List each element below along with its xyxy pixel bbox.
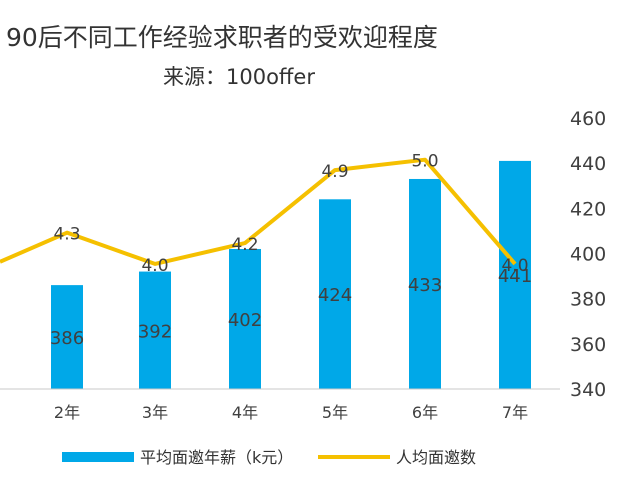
line-value-label: 4.9 — [321, 162, 348, 182]
bar-value-label: 392 — [138, 321, 172, 342]
bar-3年 — [139, 271, 171, 389]
legend-bar-swatch — [62, 452, 134, 462]
bar-value-label: 433 — [408, 275, 442, 296]
line-value-label: 4.0 — [501, 256, 528, 276]
x-tick-label: 7年 — [502, 403, 528, 422]
y-tick-label: 460 — [570, 108, 606, 130]
line-value-label: 4.0 — [141, 256, 168, 276]
bar-4年 — [229, 248, 261, 389]
x-tick-label: 4年 — [232, 403, 258, 422]
x-tick-label: 6年 — [412, 403, 438, 422]
x-tick-label: 5年 — [322, 403, 348, 422]
bar-data-labels: 386 392 402 424 433 441 — [50, 266, 532, 349]
y-tick-label: 340 — [570, 379, 606, 401]
bar-5年 — [319, 199, 351, 389]
bar-value-label: 386 — [50, 328, 84, 349]
bar-2年 — [51, 285, 83, 389]
y-tick-label: 360 — [570, 334, 606, 356]
chart-title: 90后不同工作经验求职者的受欢迎程度 — [6, 23, 438, 52]
line-value-label: 4.2 — [231, 235, 258, 255]
legend-bar-label: 平均面邀年薪（k元） — [140, 448, 293, 467]
chart-subtitle: 来源：100offer — [163, 65, 315, 89]
line-value-label: 4.3 — [53, 225, 80, 245]
legend-line-label: 人均面邀数 — [396, 448, 476, 467]
y-tick-label: 440 — [570, 153, 606, 175]
x-axis-ticks: 2年 3年 4年 5年 6年 7年 — [54, 403, 528, 422]
bar-value-label: 402 — [228, 310, 262, 331]
bar-7年 — [499, 160, 531, 389]
bar-6年 — [409, 178, 441, 389]
line-data-labels: 4.3 4.0 4.2 4.9 5.0 4.0 — [53, 152, 528, 276]
bar-series — [51, 160, 531, 389]
y-tick-label: 420 — [570, 198, 606, 220]
y-tick-label: 400 — [570, 244, 606, 266]
x-tick-label: 3年 — [142, 403, 168, 422]
legend: 平均面邀年薪（k元） 人均面邀数 — [62, 448, 476, 467]
y-tick-label: 380 — [570, 289, 606, 311]
line-value-label: 5.0 — [411, 152, 438, 172]
x-tick-label: 2年 — [54, 403, 80, 422]
bar-value-label: 441 — [498, 266, 532, 287]
avg-invites-line — [0, 157, 517, 266]
right-y-axis-ticks: 340 360 380 400 420 440 460 — [570, 108, 606, 401]
bar-value-label: 424 — [318, 285, 352, 306]
